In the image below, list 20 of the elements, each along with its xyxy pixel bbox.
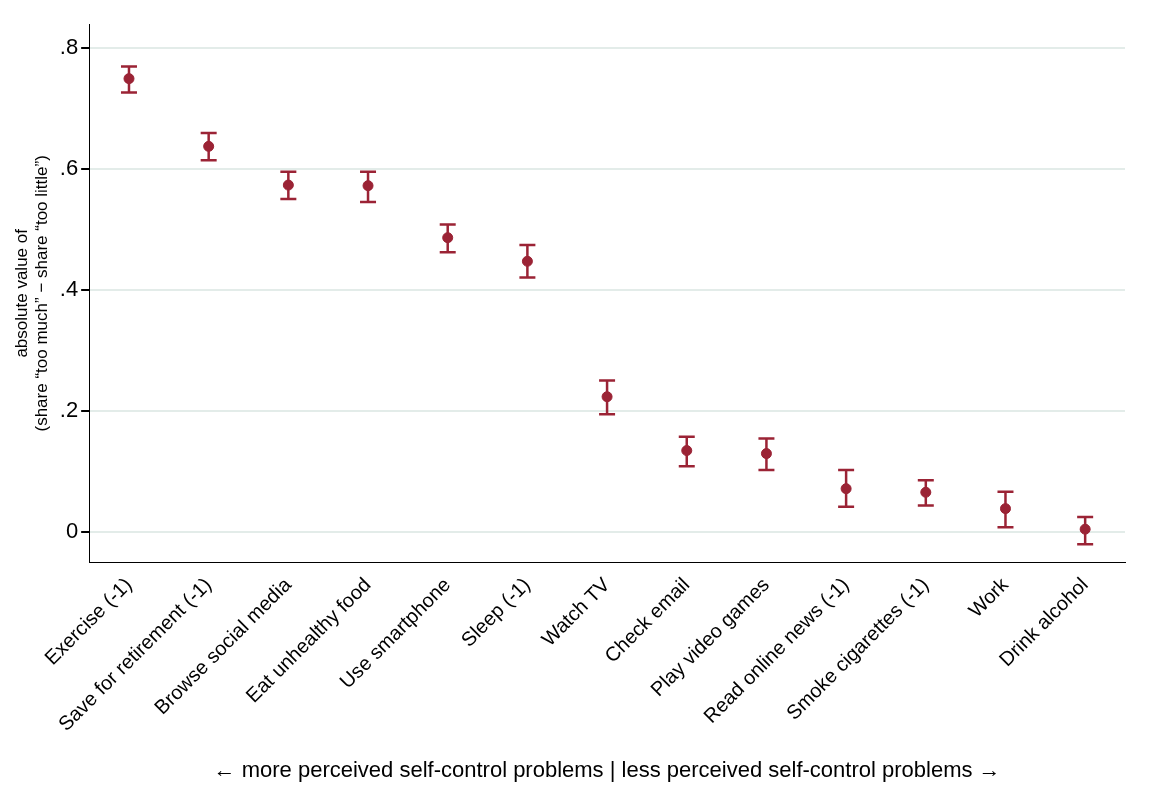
point — [521, 255, 533, 267]
point — [362, 180, 374, 192]
point — [840, 483, 852, 495]
x-axis-title: ← more perceived self-control problems | less perceived self-control problems → — [213, 756, 1001, 782]
point — [282, 179, 294, 191]
point — [442, 232, 454, 244]
y-tick-label: 0 — [65, 518, 79, 544]
point — [920, 486, 932, 498]
point — [203, 140, 215, 152]
y-axis-title: absolute value of (share “too much” − share “too little”) — [11, 155, 52, 432]
point — [123, 73, 135, 85]
point — [760, 448, 772, 460]
point — [601, 391, 613, 403]
y-tick-label: .4 — [59, 276, 79, 302]
y-tick-label: .6 — [59, 155, 79, 181]
y-tick-label: .8 — [59, 34, 79, 60]
point — [681, 445, 693, 457]
y-tick-label: .2 — [59, 397, 79, 423]
point — [1079, 523, 1091, 535]
point — [999, 503, 1011, 515]
